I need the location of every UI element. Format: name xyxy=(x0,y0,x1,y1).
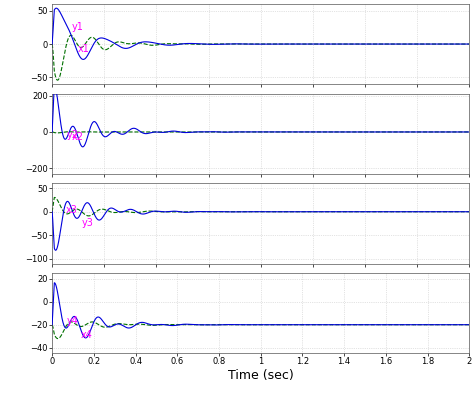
Text: y3: y3 xyxy=(82,218,93,228)
X-axis label: Time (sec): Time (sec) xyxy=(228,369,293,382)
Text: x2: x2 xyxy=(72,132,84,142)
Text: y2: y2 xyxy=(67,130,79,141)
Text: x1: x1 xyxy=(78,44,90,54)
Text: x4: x4 xyxy=(80,330,92,340)
Text: y1: y1 xyxy=(72,22,84,32)
Text: x3: x3 xyxy=(66,206,78,216)
Text: y4: y4 xyxy=(67,316,79,326)
